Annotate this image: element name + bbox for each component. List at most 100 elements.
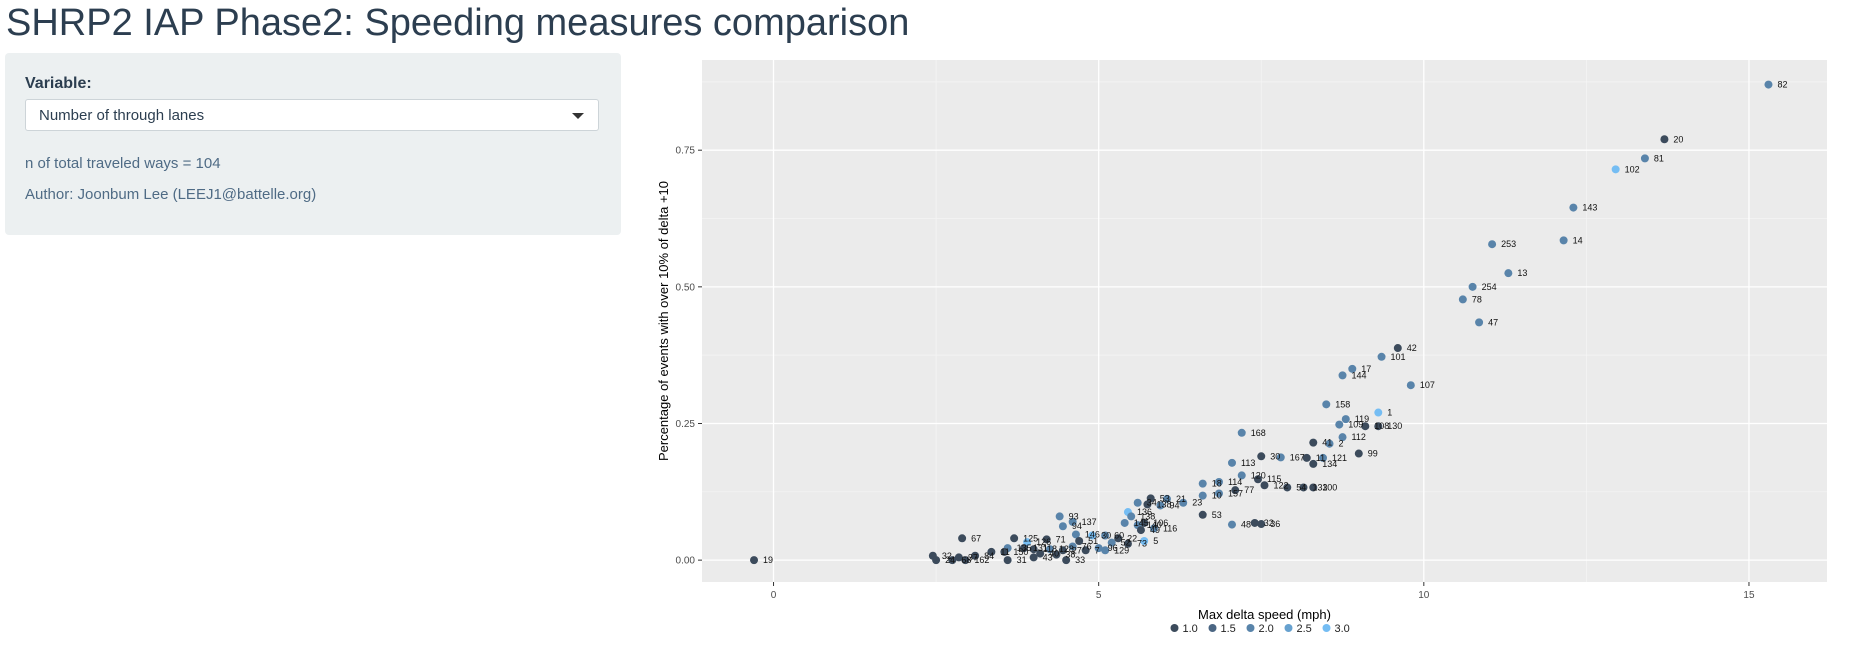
point-label: 131 [1033,543,1048,553]
data-point [1299,483,1308,492]
point-label: 19 [763,555,773,565]
point-label: 60 [1114,531,1124,541]
point-label: 114 [1228,477,1242,487]
point-label: 34 [1147,498,1157,508]
point-label: 53 [1160,493,1170,503]
data-point [1052,550,1061,559]
data-point [1338,371,1347,380]
point-label: 144 [1352,370,1367,380]
point-label: 32 [942,551,952,561]
point-label: 162 [974,555,989,565]
point-label: 47 [1488,317,1498,327]
x-tick-label: 5 [1096,590,1102,601]
point-label: 31 [1017,555,1027,565]
point-label: 68 [961,555,971,565]
point-label: 128 [1059,544,1074,554]
x-tick-label: 0 [771,590,777,601]
point-label: 77 [1244,485,1254,495]
data-point [1257,520,1266,529]
point-label: 17 [1361,364,1371,374]
data-point [1227,520,1236,529]
point-label: 18 [1212,479,1222,489]
data-points [750,80,1773,565]
data-point [1146,494,1155,503]
plot-background [702,60,1827,582]
point-label: 137 [1082,517,1097,527]
point-label: 10 [1212,491,1222,501]
data-point [1335,420,1344,429]
data-point [1029,553,1038,562]
point-label: 120 [1251,470,1266,480]
point-label: 7 [1095,545,1100,555]
data-point [1123,539,1132,548]
point-label: 167 [1290,452,1305,462]
point-label: 49 [1150,525,1160,535]
point-label: 42 [1407,343,1417,353]
point-label: 93 [1069,511,1079,521]
author-text: Author: Joonbum Lee (LEEJ1@battelle.org) [25,186,317,203]
caret-down-icon[interactable] [572,113,584,119]
data-point [1114,534,1123,543]
data-point [1309,483,1318,492]
point-label: 38 [1065,550,1075,560]
data-point [1136,526,1145,535]
data-point [1354,449,1363,458]
point-label: 113 [1241,458,1255,468]
point-label: 116 [1163,523,1177,533]
variable-select[interactable]: Number of through lanes [25,99,599,131]
point-label: 134 [1322,459,1337,469]
point-label: 112 [1352,432,1366,442]
point-label: 150 [1013,547,1028,557]
data-point [1198,510,1207,519]
data-point [1143,500,1152,509]
legend-swatch [1208,624,1217,632]
data-point [1101,546,1110,555]
data-point [1276,453,1285,462]
point-label: 100 [1322,482,1337,492]
data-point [1504,269,1513,278]
point-label: 130 [1387,421,1402,431]
data-point [1458,295,1467,304]
point-label: 78 [1472,294,1482,304]
data-point [1068,517,1077,526]
data-point [1393,344,1402,353]
data-point [1036,549,1045,558]
point-label: 23 [1192,498,1202,508]
page-title: SHRP2 IAP Phase2: Speeding measures comp… [6,2,910,44]
point-label: 30 [1270,451,1280,461]
legend-label: 1.0 [1183,623,1198,635]
data-point [1488,240,1497,249]
point-label: 21 [1176,494,1186,504]
data-point [1559,236,1568,245]
data-point [1250,518,1259,527]
data-point [1257,452,1266,461]
data-point [1062,556,1071,565]
legend-swatch [1170,624,1179,632]
point-label: 48 [1241,520,1251,530]
data-point [1319,453,1328,462]
data-point [971,551,980,560]
data-point [1611,165,1620,174]
point-label: 43 [1043,552,1053,562]
point-label: 76 [1082,541,1092,551]
point-label: 94 [1169,500,1179,510]
data-point [1107,538,1116,547]
y-tick-label: 0.00 [676,556,696,567]
point-label: 119 [1355,414,1369,424]
point-label: 33 [1075,555,1085,565]
point-label: 27 [1072,545,1082,555]
data-point [1377,352,1386,361]
data-point [1120,518,1129,527]
data-point [1058,546,1067,555]
data-point [987,547,996,556]
point-label: 32 [1264,518,1274,528]
data-point [1302,453,1311,462]
legend-label: 3.0 [1335,623,1350,635]
data-point [1149,524,1158,533]
legend-swatch [1284,624,1293,632]
point-label: 52 [1121,538,1131,548]
data-point [1198,479,1207,488]
point-label: 11 [1000,547,1009,557]
data-point [1214,489,1223,498]
point-label: 118 [1043,544,1057,554]
